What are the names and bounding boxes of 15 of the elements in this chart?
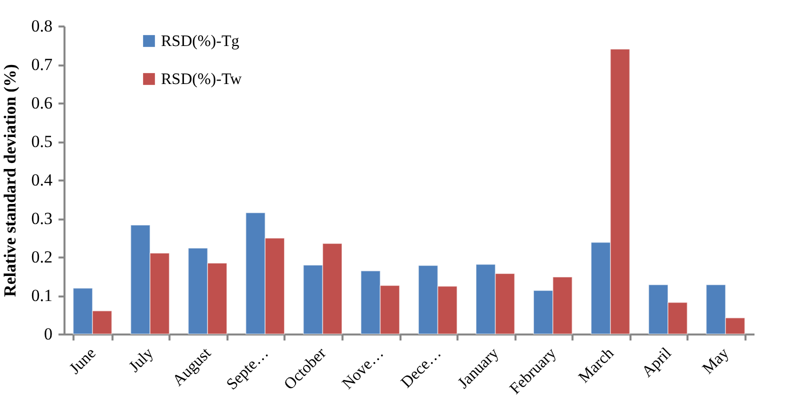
y-tick-label: 0.2: [31, 248, 52, 266]
y-tick-label: 0: [44, 324, 52, 344]
y-tick-label: 0.1: [31, 286, 52, 305]
y-tick-label: 0.6: [31, 94, 52, 112]
y-axis-title: Relative standard deviation (%): [0, 64, 20, 297]
legend-label: RSD(%)-Tg: [161, 33, 240, 50]
y-tick-label: 0.7: [31, 55, 53, 74]
x-tick-label: July: [126, 344, 157, 376]
y-tick-label: 0.8: [31, 16, 52, 36]
x-tick-label: June: [66, 344, 100, 378]
y-tick-label: 0.3: [31, 209, 52, 228]
x-tick-label: May: [700, 344, 732, 378]
y-tick-label: 0.5: [31, 132, 52, 151]
y-tick-label: 0.4: [31, 170, 53, 190]
legend-label: RSD(%)-Tw: [161, 71, 242, 88]
